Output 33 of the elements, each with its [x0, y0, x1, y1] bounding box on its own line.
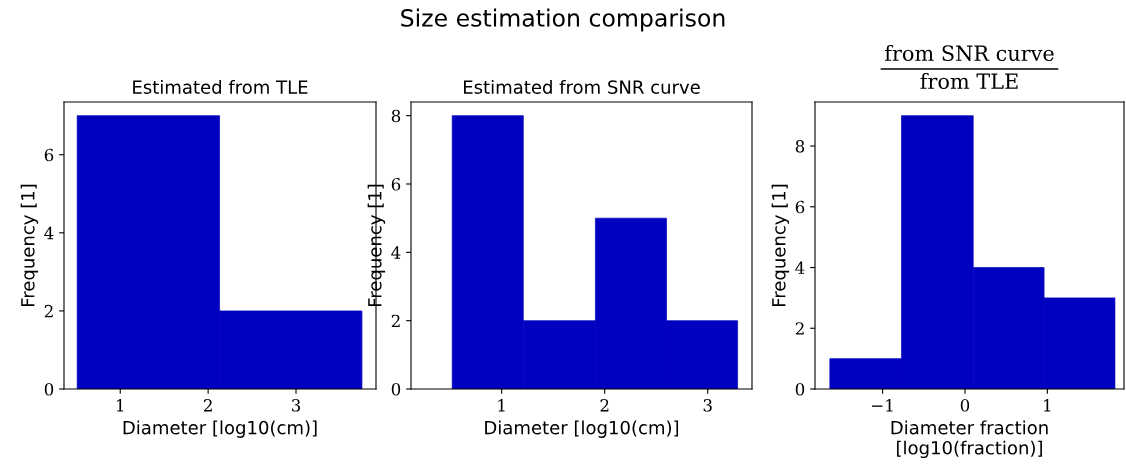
- text: Size estimation comparison: [401, 8, 725, 32]
- x-tick-label: 1: [116, 399, 124, 412]
- y-tick-label: 8: [391, 109, 401, 123]
- x-tick-label: 3: [291, 399, 301, 412]
- y-tick-label: 6: [391, 177, 401, 191]
- y-tick-label: 2: [44, 304, 53, 318]
- x-tick-label: 1: [498, 399, 505, 412]
- y-tick-label: 2: [391, 314, 400, 327]
- y-axis-title: Frequency [1]: [20, 184, 39, 307]
- y-tick-label: 6: [44, 148, 54, 162]
- chart-title: Estimated from SNR curve: [464, 79, 700, 94]
- x-tick-label: 3: [703, 399, 712, 412]
- y-tick-label: 4: [44, 226, 54, 240]
- x-axis-title: Diameter [log10(cm)]: [485, 420, 679, 438]
- y-tick-label: 0: [391, 382, 401, 396]
- y-tick-label: 8: [795, 140, 805, 153]
- y-tick-label: 6: [795, 200, 805, 214]
- x-tick-label: 0: [960, 399, 970, 412]
- y-axis-title: Frequency [1]: [771, 184, 790, 307]
- y-axis-title: Frequency [1]: [367, 184, 386, 307]
- y-tick-label: 0: [44, 382, 54, 396]
- x-axis-title: Diameter [log10(cm)]: [123, 420, 317, 438]
- y-tick-label: 0: [795, 382, 805, 396]
- x-tick-label: 2: [203, 399, 212, 412]
- x-tick-label: 1: [1044, 399, 1051, 412]
- y-tick-label: 4: [795, 261, 805, 274]
- x-tick-label: −1: [872, 399, 893, 412]
- y-tick-label: 4: [391, 246, 401, 259]
- y-tick-label: 2: [795, 322, 804, 335]
- chart-title: Estimated from TLE: [133, 79, 308, 94]
- x-axis-title: Diameter fraction [log10(fraction)]: [891, 420, 1048, 459]
- x-tick-label: 2: [600, 399, 609, 412]
- chart-title: from SNR curve from TLE: [884, 44, 1054, 90]
